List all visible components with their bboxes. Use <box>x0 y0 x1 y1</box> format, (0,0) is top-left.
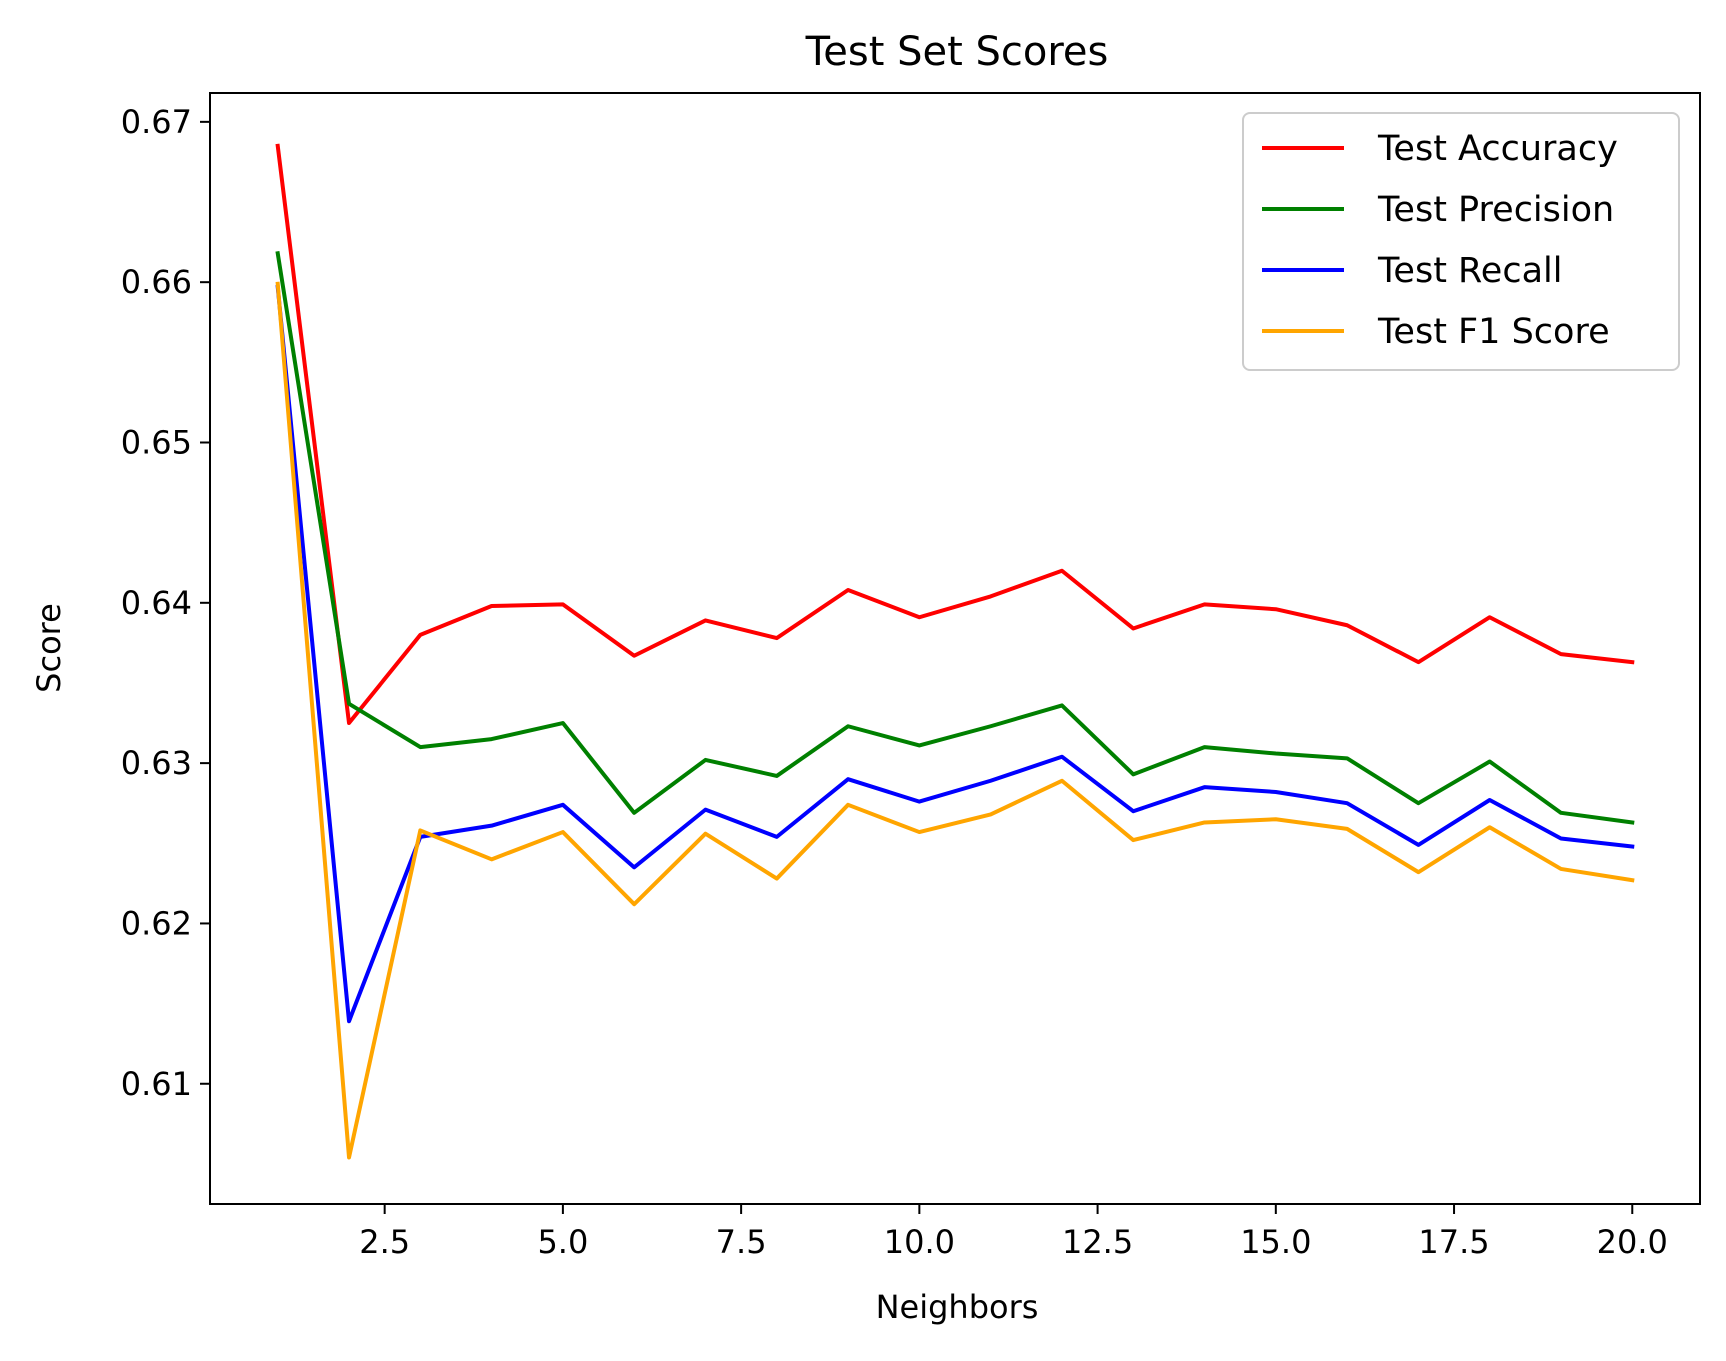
x-axis-label: Neighbors <box>876 1288 1039 1326</box>
x-tick-label: 5.0 <box>537 1223 588 1261</box>
x-tick-label: 7.5 <box>716 1223 767 1261</box>
legend-box <box>1242 112 1680 371</box>
legend-label-test-precision: Test Precision <box>1377 190 1614 230</box>
series-line-test-f1-score <box>275 281 1635 1160</box>
y-axis-ticks: 0.61 0.62 0.63 0.64 0.65 0.66 0.67 <box>121 103 210 1103</box>
plot-area-frame <box>209 92 1701 1205</box>
y-tick-label: 0.64 <box>121 584 192 622</box>
y-axis-label: Score <box>30 603 68 693</box>
x-tick-label: 20.0 <box>1597 1223 1668 1261</box>
chart-legend: Test Accuracy Test Precision Test Recall Te… <box>1242 112 1680 371</box>
y-tick-label: 0.62 <box>121 904 192 942</box>
chart-title: Test Set Scores <box>805 29 1109 75</box>
x-tick-label: 17.5 <box>1418 1223 1489 1261</box>
series-line-test-recall <box>275 284 1635 1024</box>
series-lines <box>275 143 1635 1160</box>
series-line-test-accuracy <box>275 143 1635 726</box>
legend-label-test-recall: Test Recall <box>1377 251 1562 291</box>
y-tick-label: 0.65 <box>121 423 192 461</box>
y-tick-label: 0.67 <box>121 103 192 141</box>
legend-label-test-accuracy: Test Accuracy <box>1377 129 1618 169</box>
x-tick-label: 10.0 <box>884 1223 955 1261</box>
y-tick-label: 0.61 <box>121 1065 192 1103</box>
y-tick-label: 0.66 <box>121 263 192 301</box>
series-line-test-precision <box>275 251 1635 825</box>
y-tick-label: 0.63 <box>121 744 192 782</box>
legend-label-test-f1-score: Test F1 Score <box>1377 312 1610 352</box>
x-tick-label: 2.5 <box>359 1223 410 1261</box>
x-tick-label: 12.5 <box>1062 1223 1133 1261</box>
legend-items: Test Accuracy Test Precision Test Recall Te… <box>1262 129 1618 352</box>
x-axis-ticks: 2.5 5.0 7.5 10.0 12.5 15.0 17.5 20.0 <box>359 1204 1668 1261</box>
x-tick-label: 15.0 <box>1240 1223 1311 1261</box>
